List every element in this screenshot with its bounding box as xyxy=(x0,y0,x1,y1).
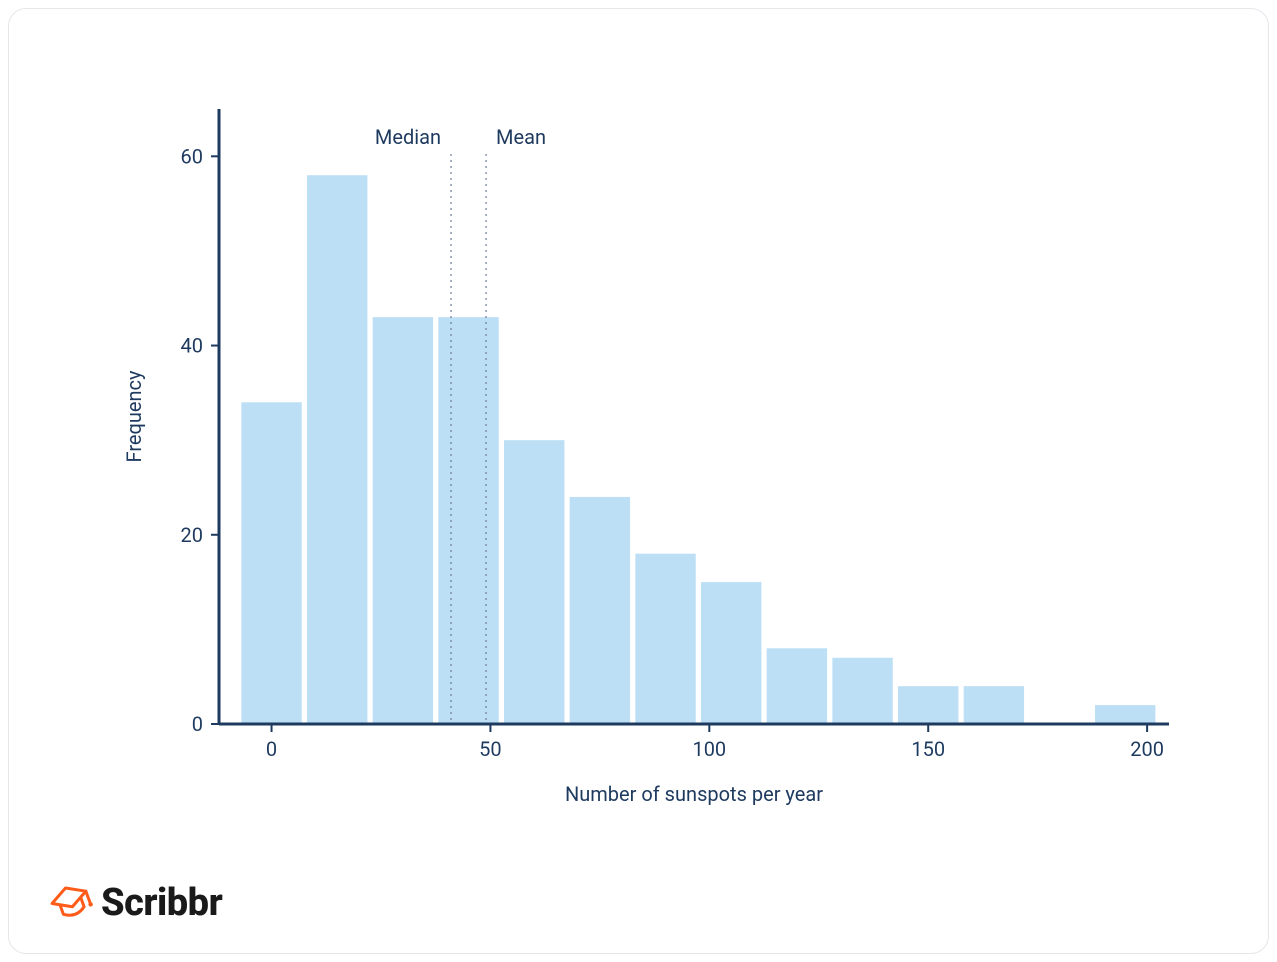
reference-line-label: Median xyxy=(375,125,441,149)
chart-svg: Median Mean 0 20 40 60 0 50 100 150 200 Number of s… xyxy=(109,99,1189,819)
card: Median Mean 0 20 40 60 0 50 100 150 200 Number of s… xyxy=(8,8,1269,954)
bar xyxy=(964,686,1024,724)
y-tick-label: 40 xyxy=(181,334,203,358)
bar xyxy=(701,582,761,724)
x-tick-label: 0 xyxy=(266,737,277,761)
x-tick-label: 50 xyxy=(479,737,501,761)
x-tick-label: 200 xyxy=(1130,737,1164,761)
histogram-chart: Median Mean 0 20 40 60 0 50 100 150 200 Number of s… xyxy=(109,99,1189,819)
bar xyxy=(767,648,827,724)
bar xyxy=(1095,705,1155,724)
bar xyxy=(570,497,630,724)
y-axis-label: Frequency xyxy=(122,370,146,463)
bar xyxy=(307,175,367,724)
bar xyxy=(373,317,433,724)
y-tick-label: 60 xyxy=(181,144,203,168)
reference-line-label: Mean xyxy=(496,125,546,149)
bar xyxy=(898,686,958,724)
y-tick-label: 0 xyxy=(192,712,203,736)
x-tick-label: 100 xyxy=(692,737,726,761)
bar xyxy=(635,554,695,724)
graduation-cap-icon xyxy=(49,881,93,925)
y-tick-label: 20 xyxy=(181,523,203,547)
x-tick-label: 150 xyxy=(911,737,945,761)
scribbr-logo: Scribbr xyxy=(49,881,222,925)
bar xyxy=(438,317,498,724)
x-axis-label: Number of sunspots per year xyxy=(565,782,823,806)
logo-text: Scribbr xyxy=(101,881,222,925)
bar xyxy=(241,402,301,724)
bar xyxy=(504,440,564,724)
bar xyxy=(832,658,892,724)
